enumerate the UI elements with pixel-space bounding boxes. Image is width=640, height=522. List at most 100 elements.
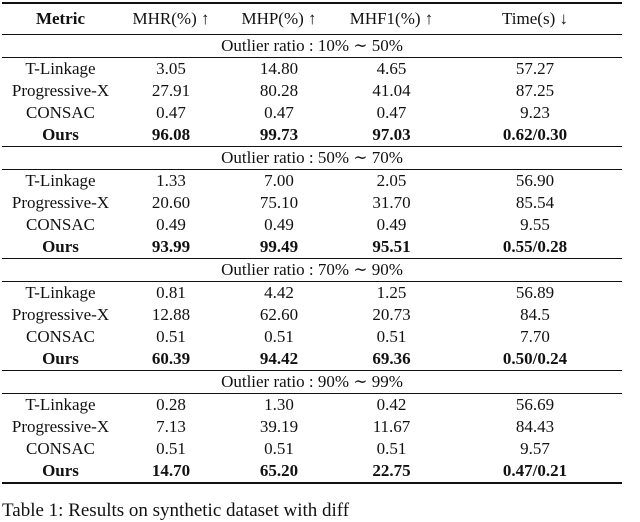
cell-time: 85.54 xyxy=(515,193,555,212)
cell-mhr: 96.08 xyxy=(151,125,191,144)
table-row: Progressive-X 27.91 80.28 41.04 87.25 xyxy=(2,80,622,102)
cell-mhr: 0.28 xyxy=(156,395,186,414)
cell-time: 56.69 xyxy=(515,395,555,414)
table-row: Ours 93.99 99.49 95.51 0.55/0.28 xyxy=(2,236,622,259)
cell-time: 87.25 xyxy=(515,81,555,100)
cell-mhr: 7.13 xyxy=(156,417,186,436)
cell-time: 56.89 xyxy=(515,283,555,302)
cell-method: Progressive-X xyxy=(11,305,110,324)
header-time: Time(s) ↓ xyxy=(502,9,568,28)
cell-time: 84.5 xyxy=(520,305,550,324)
cell-mhf1: 69.36 xyxy=(372,349,411,368)
table-row: Ours 60.39 94.42 69.36 0.50/0.24 xyxy=(2,348,622,371)
cell-mhf1: 0.49 xyxy=(376,215,407,234)
table-row: Ours 14.70 65.20 22.75 0.47/0.21 xyxy=(2,460,622,484)
table-row: CONSAC 0.47 0.47 0.47 9.23 xyxy=(2,102,622,124)
cell-time: 56.90 xyxy=(515,171,555,190)
cell-mhp: 14.80 xyxy=(259,59,299,78)
cell-mhf1: 11.67 xyxy=(372,417,411,436)
cell-method: T-Linkage xyxy=(25,59,96,78)
table-row: T-Linkage 3.05 14.80 4.65 57.27 xyxy=(2,58,622,81)
cell-mhp: 0.51 xyxy=(264,327,294,346)
outlier-ratio-label: Outlier ratio : 70% ∼ 90% xyxy=(2,258,622,282)
group-header-row: Outlier ratio : 70% ∼ 90% xyxy=(2,258,622,282)
cell-mhp: 0.47 xyxy=(264,103,294,122)
table-row: Progressive-X 7.13 39.19 11.67 84.43 xyxy=(2,416,622,438)
group-header-row: Outlier ratio : 10% ∼ 50% xyxy=(2,34,622,58)
cell-time: 0.50/0.24 xyxy=(502,349,568,368)
cell-mhr: 0.51 xyxy=(156,327,186,346)
cell-method: Progressive-X xyxy=(11,81,110,100)
cell-mhp: 1.30 xyxy=(264,395,294,414)
cell-method: Progressive-X xyxy=(11,193,110,212)
cell-mhr: 0.51 xyxy=(156,439,186,458)
cell-time: 9.55 xyxy=(520,215,550,234)
cell-mhr: 60.39 xyxy=(151,349,191,368)
cell-mhf1: 20.73 xyxy=(372,305,411,324)
cell-time: 9.57 xyxy=(520,439,550,458)
cell-time: 0.55/0.28 xyxy=(502,237,568,256)
header-mhr: MHR(%) ↑ xyxy=(132,9,210,28)
cell-mhf1: 41.04 xyxy=(372,81,411,100)
cell-mhp: 99.49 xyxy=(259,237,299,256)
cell-time: 57.27 xyxy=(515,59,555,78)
cell-time: 84.43 xyxy=(515,417,555,436)
cell-mhr: 93.99 xyxy=(151,237,191,256)
cell-mhf1: 0.42 xyxy=(376,395,407,414)
cell-mhf1: 31.70 xyxy=(372,193,411,212)
cell-mhp: 65.20 xyxy=(223,460,335,484)
cell-mhp: 62.60 xyxy=(259,305,299,324)
cell-mhf1: 97.03 xyxy=(372,125,411,144)
cell-method: T-Linkage xyxy=(25,283,96,302)
cell-time: 0.47/0.21 xyxy=(448,460,622,484)
cell-mhp: 80.28 xyxy=(259,81,299,100)
cell-time: 0.62/0.30 xyxy=(502,125,568,144)
outlier-ratio-label: Outlier ratio : 90% ∼ 99% xyxy=(2,370,622,394)
cell-mhr: 0.81 xyxy=(156,283,186,302)
cell-method: Progressive-X xyxy=(11,417,110,436)
table-row: CONSAC 0.51 0.51 0.51 9.57 xyxy=(2,438,622,460)
cell-mhp: 4.42 xyxy=(264,283,294,302)
cell-mhr: 1.33 xyxy=(156,171,186,190)
header-mhf1: MHF1(%) ↑ xyxy=(349,9,434,28)
cell-method: CONSAC xyxy=(26,439,95,458)
table-row: CONSAC 0.51 0.51 0.51 7.70 xyxy=(2,326,622,348)
cell-time: 7.70 xyxy=(520,327,550,346)
cell-mhf1: 4.65 xyxy=(376,59,407,78)
cell-mhf1: 0.47 xyxy=(376,103,407,122)
table-row: Progressive-X 12.88 62.60 20.73 84.5 xyxy=(2,304,622,326)
cell-mhr: 12.88 xyxy=(151,305,191,324)
cell-mhp: 0.49 xyxy=(264,215,294,234)
cell-mhf1: 0.51 xyxy=(376,327,407,346)
cell-mhr: 27.91 xyxy=(151,81,191,100)
cell-mhr: 14.70 xyxy=(119,460,223,484)
cell-mhf1: 22.75 xyxy=(335,460,448,484)
cell-method: T-Linkage xyxy=(25,395,96,414)
cell-mhf1: 95.51 xyxy=(372,237,411,256)
table-row: T-Linkage 1.33 7.00 2.05 56.90 xyxy=(2,170,622,193)
cell-method: Ours xyxy=(42,349,79,368)
outlier-ratio-label: Outlier ratio : 10% ∼ 50% xyxy=(2,34,622,58)
cell-mhf1: 2.05 xyxy=(376,171,407,190)
cell-method: CONSAC xyxy=(26,215,95,234)
table-caption: Table 1: Results on synthetic dataset wi… xyxy=(2,500,350,521)
cell-mhp: 0.51 xyxy=(264,439,294,458)
cell-method: CONSAC xyxy=(26,327,95,346)
table-row: Progressive-X 20.60 75.10 31.70 85.54 xyxy=(2,192,622,214)
outlier-ratio-label: Outlier ratio : 50% ∼ 70% xyxy=(2,146,622,170)
cell-mhf1: 0.51 xyxy=(376,439,407,458)
header-mhp: MHP(%) ↑ xyxy=(241,9,317,28)
group-header-row: Outlier ratio : 90% ∼ 99% xyxy=(2,370,622,394)
cell-method: Ours xyxy=(42,237,79,256)
results-table: Metric MHR(%) ↑ MHP(%) ↑ MHF1(%) ↑ Time(… xyxy=(2,2,622,484)
table-row: T-Linkage 0.81 4.42 1.25 56.89 xyxy=(2,282,622,305)
cell-method: T-Linkage xyxy=(25,171,96,190)
cell-method: CONSAC xyxy=(26,103,95,122)
cell-mhp: 99.73 xyxy=(259,125,299,144)
cell-time: 9.23 xyxy=(520,103,550,122)
cell-mhr: 3.05 xyxy=(156,59,186,78)
header-row: Metric MHR(%) ↑ MHP(%) ↑ MHF1(%) ↑ Time(… xyxy=(2,3,622,35)
cell-mhr: 0.47 xyxy=(156,103,186,122)
table-row: CONSAC 0.49 0.49 0.49 9.55 xyxy=(2,214,622,236)
cell-mhp: 75.10 xyxy=(259,193,299,212)
